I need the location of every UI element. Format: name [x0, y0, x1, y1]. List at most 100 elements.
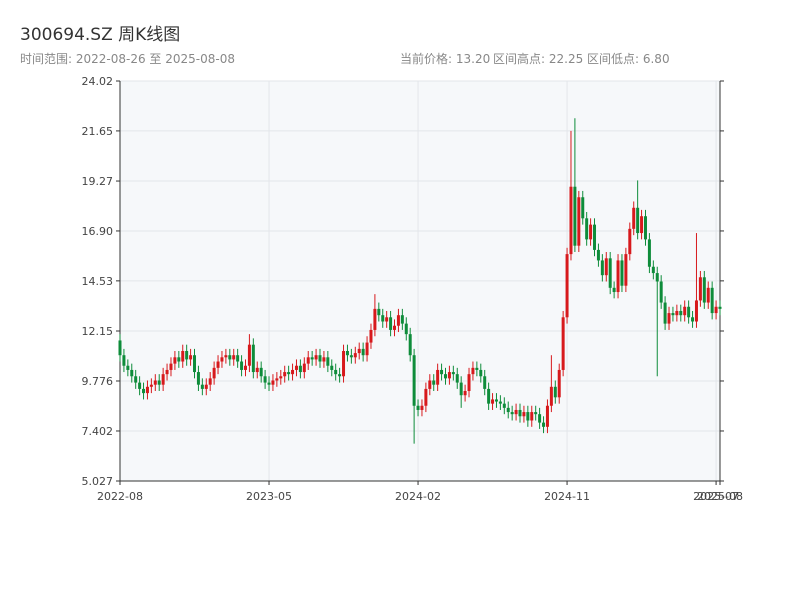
candle-body — [542, 422, 546, 427]
candle-body — [185, 350, 189, 360]
candle-body — [675, 310, 679, 316]
candle-body — [483, 376, 487, 389]
candle-body — [455, 374, 459, 383]
candle-body — [514, 409, 518, 415]
candle-body — [177, 357, 181, 362]
candle-body — [271, 380, 275, 385]
y-tick-label: 12.15 — [82, 325, 114, 338]
candle-body — [306, 357, 310, 364]
candle-body — [294, 365, 298, 370]
y-tick-label: 7.402 — [82, 425, 114, 438]
candle-body — [640, 216, 644, 234]
candle-body — [353, 353, 357, 358]
candle-body — [161, 374, 165, 385]
candle-body — [663, 302, 667, 324]
candle-body — [440, 369, 444, 375]
candle-body — [334, 369, 338, 375]
y-tick-label: 21.65 — [82, 125, 114, 138]
x-tick-label: 2025-07 — [693, 490, 739, 503]
candle-body — [643, 216, 647, 240]
x-tick-label: 2022-08 — [97, 490, 143, 503]
candle-body — [518, 409, 522, 417]
candle-body — [471, 367, 475, 375]
candle-body — [534, 412, 538, 415]
candle-body — [220, 357, 224, 362]
y-tick-label: 16.90 — [82, 225, 114, 238]
candle-body — [208, 378, 212, 385]
candle-body — [655, 273, 659, 282]
candle-body — [604, 258, 608, 276]
candle-body — [149, 384, 153, 387]
candle-body — [428, 380, 432, 389]
candle-body — [467, 374, 471, 392]
candle-body — [373, 308, 377, 330]
candle-body — [510, 412, 514, 415]
candle-body — [369, 329, 373, 343]
candle-body — [718, 306, 722, 309]
candle-body — [487, 388, 491, 404]
candle-body — [408, 334, 412, 356]
candle-body — [545, 405, 549, 427]
candle-body — [432, 380, 436, 385]
candle-body — [240, 361, 244, 370]
candle-body — [224, 355, 228, 358]
y-tick-label: 24.02 — [82, 75, 114, 88]
candle-body — [318, 355, 322, 362]
candle-body — [412, 355, 416, 406]
candle-body — [404, 323, 408, 335]
x-tick-label: 2024-11 — [544, 490, 590, 503]
candle-body — [259, 367, 263, 377]
candle-body — [263, 376, 267, 383]
candle-body — [538, 414, 542, 423]
candle-body — [142, 388, 146, 394]
candle-body — [330, 365, 334, 370]
candle-body — [314, 355, 318, 360]
candle-body — [247, 344, 251, 366]
candle-body — [710, 287, 714, 314]
candle-body — [596, 249, 600, 261]
candle-body — [498, 401, 502, 404]
candle-body — [283, 372, 287, 377]
chart-subtitle: 时间范围: 2022-08-26 至 2025-08-08 — [20, 52, 235, 66]
candle-body — [451, 372, 455, 375]
candle-body — [565, 254, 569, 318]
candle-body — [134, 376, 138, 383]
x-tick-label: 2024-02 — [395, 490, 441, 503]
candle-body — [342, 350, 346, 377]
candle-body — [577, 197, 581, 246]
candle-body — [181, 350, 185, 362]
candle-body — [338, 374, 342, 377]
candle-body — [326, 357, 330, 366]
candle-body — [624, 254, 628, 286]
candle-body — [612, 287, 616, 293]
y-tick-label: 14.53 — [82, 275, 114, 288]
candle-body — [291, 369, 295, 375]
candle-body — [349, 355, 353, 358]
candle-body — [204, 384, 208, 389]
candle-body — [561, 317, 565, 370]
candle-body — [459, 382, 463, 396]
x-tick-label: 2025-08 — [697, 490, 743, 503]
candle-body — [193, 355, 197, 373]
candle-body — [165, 369, 169, 375]
candle-body — [189, 355, 193, 360]
candle-body — [667, 313, 671, 324]
candle-body — [385, 317, 389, 322]
candle-body — [216, 361, 220, 368]
y-tick-label: 9.776 — [82, 375, 114, 388]
candle-body — [267, 382, 271, 385]
candle-body — [585, 218, 589, 240]
candle-body — [593, 224, 597, 250]
candle-body — [212, 367, 216, 379]
x-tick-label: 2023-05 — [246, 490, 292, 503]
candle-body — [628, 228, 632, 255]
candle-body — [651, 266, 655, 274]
candle-body — [463, 391, 467, 396]
candle-body — [153, 380, 157, 385]
candle-body — [169, 363, 173, 370]
candle-body — [145, 386, 149, 394]
candle-body — [279, 376, 283, 379]
candle-body — [228, 355, 232, 360]
